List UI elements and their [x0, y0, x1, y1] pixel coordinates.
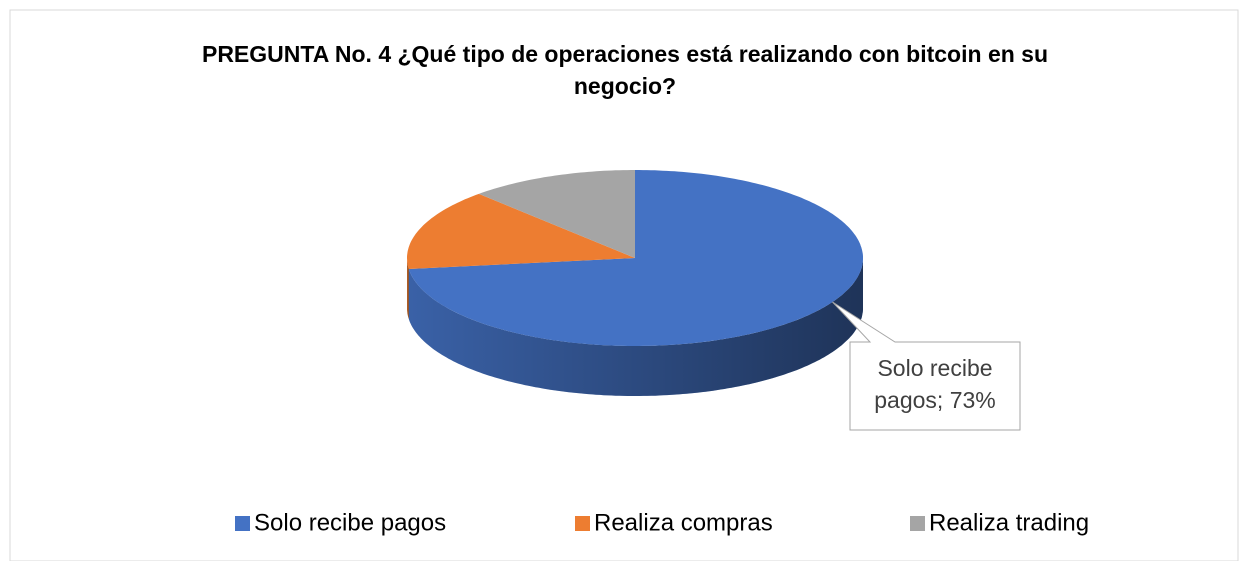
slice — [478, 170, 635, 258]
slice — [408, 170, 863, 346]
chart-title: PREGUNTA No. 4 ¿Qué tipo de operaciones … — [201, 41, 1049, 99]
legend: Solo recibe pagos Realiza compras Realiza … — [235, 509, 1089, 536]
legend-swatch — [235, 516, 250, 531]
legend-label: Solo recibe pagos — [254, 509, 446, 536]
legend-label: Realiza trading — [929, 509, 1089, 536]
data-label-box: Solo recibe pagos; 73% — [874, 355, 996, 413]
data-label: Solo recibe pagos; 73% — [874, 355, 996, 413]
pie: Solo recibe pagos; 73% — [407, 170, 1021, 431]
title-group: PREGUNTA No. 4 ¿Qué tipo de operaciones … — [201, 41, 1049, 99]
slice-side-shade — [408, 258, 863, 396]
slice — [407, 193, 635, 269]
legend-label: Realiza compras — [594, 509, 773, 536]
slice-side-shade — [407, 258, 409, 319]
callout-box — [832, 301, 1021, 431]
legend-swatch — [910, 516, 925, 531]
legend-swatch — [575, 516, 590, 531]
title-box: PREGUNTA No. 4 ¿Qué tipo de operaciones … — [201, 41, 1049, 99]
